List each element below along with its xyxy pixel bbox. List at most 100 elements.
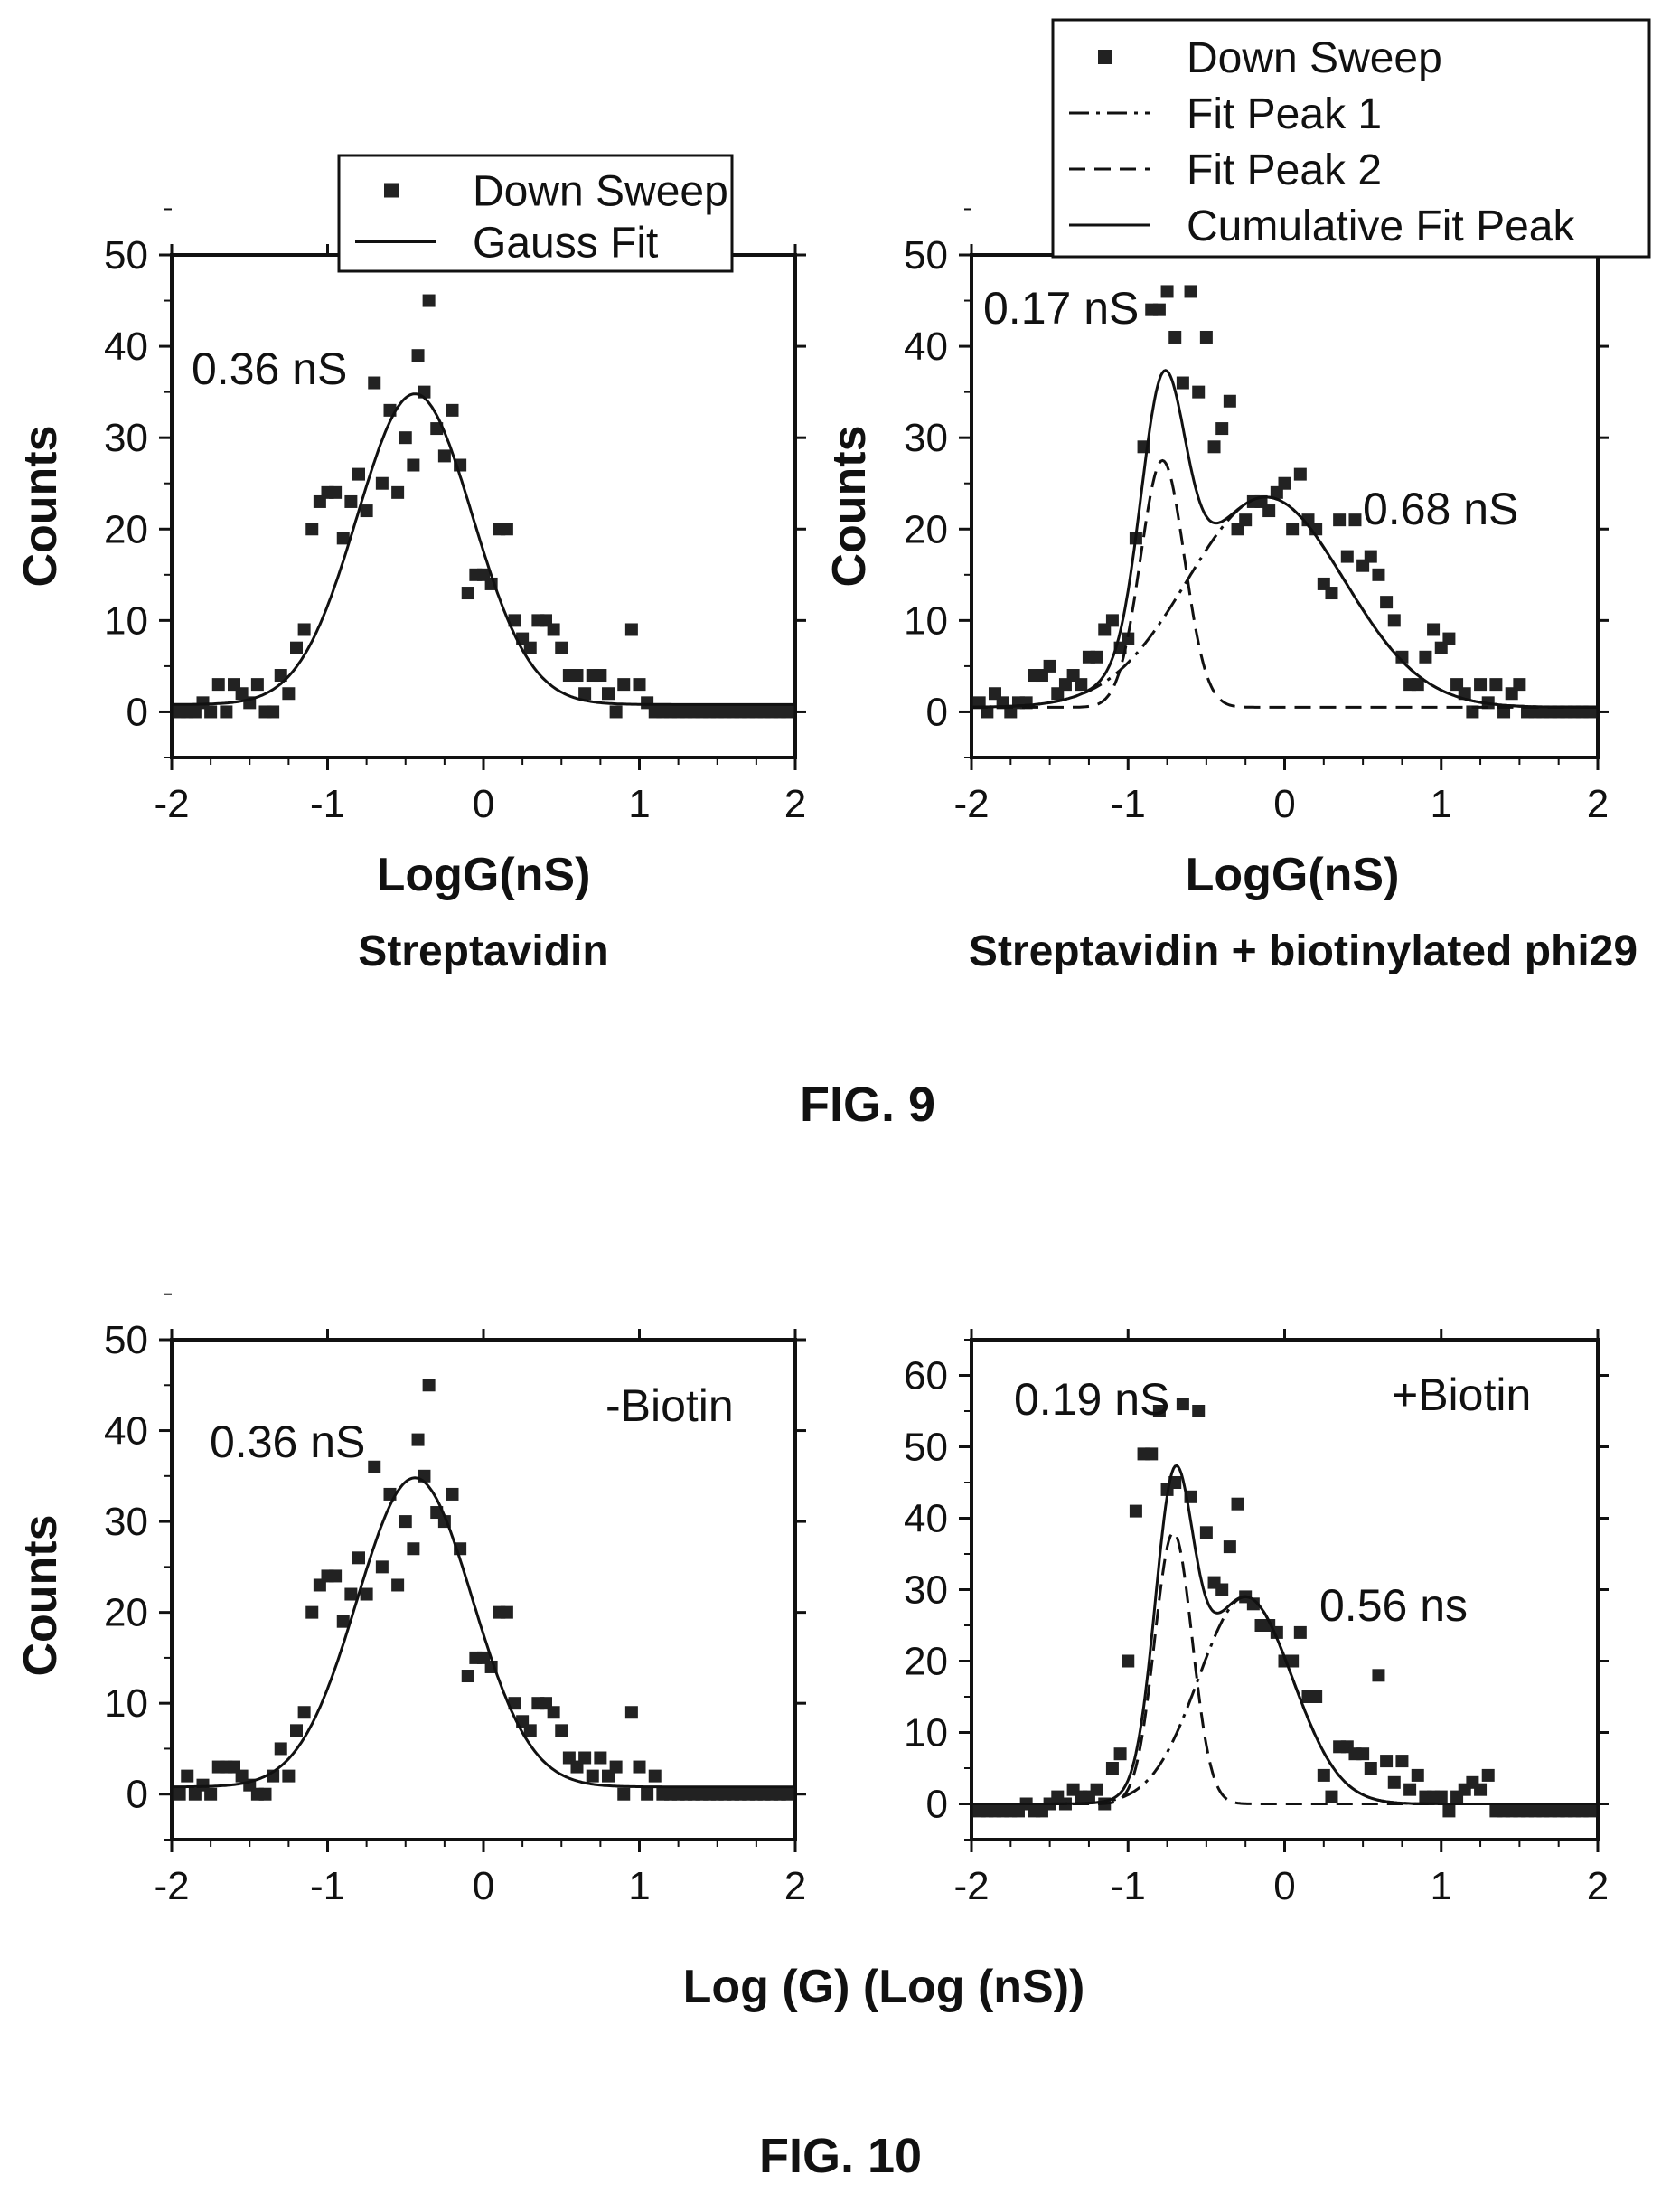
chart-annotation: 0.36 nS — [192, 344, 347, 394]
data-point — [602, 687, 615, 701]
x-axis-label: LogG(nS) — [1186, 849, 1400, 901]
data-point — [407, 458, 420, 472]
series-line-cumulative-fit-peak — [971, 1464, 1598, 1805]
y-axis-label: Counts — [14, 425, 67, 587]
legend-entry: Down Sweep — [1187, 34, 1442, 82]
data-point — [1513, 678, 1526, 692]
data-point — [1497, 705, 1511, 719]
y-tick-label: 30 — [104, 416, 148, 460]
y-tick-label: 20 — [104, 507, 148, 551]
y-tick-label: 20 — [104, 1591, 148, 1635]
y-tick-label: 30 — [904, 416, 948, 460]
data-point — [1583, 705, 1597, 719]
data-point — [437, 449, 451, 463]
series-line-fit-peak-1 — [971, 1595, 1598, 1805]
x-tick-label: 2 — [784, 1864, 806, 1908]
chart-annotation: 0.19 nS — [1014, 1374, 1169, 1425]
y-axis-label: Counts — [823, 425, 876, 587]
data-point — [297, 623, 311, 636]
data-point — [609, 705, 623, 719]
data-point — [336, 1615, 350, 1628]
data-point — [617, 1787, 631, 1801]
data-point — [508, 614, 521, 627]
chart-annotation: 0.56 ns — [1319, 1580, 1468, 1631]
data-point — [1043, 659, 1056, 673]
data-point — [500, 1605, 513, 1619]
series-line-fit-peak-2 — [971, 458, 1598, 709]
data-point — [220, 705, 233, 719]
x-tick-label: -1 — [310, 1864, 345, 1908]
data-point — [1215, 1583, 1229, 1596]
data-point — [290, 1724, 303, 1737]
data-point — [1442, 632, 1456, 645]
y-tick-label: 10 — [104, 1681, 148, 1726]
data-point — [1199, 330, 1213, 344]
data-point — [461, 587, 474, 600]
data-point — [461, 1670, 474, 1683]
series-line-gauss-fit — [172, 1476, 795, 1789]
data-point — [1129, 1504, 1142, 1518]
legend-box — [1051, 18, 1651, 259]
y-tick-label: 20 — [904, 507, 948, 551]
x-tick-label: 0 — [1273, 1864, 1295, 1908]
y-tick-label: 0 — [926, 690, 948, 734]
data-point — [1372, 1669, 1385, 1682]
legend-entry: Fit Peak 2 — [1187, 146, 1382, 194]
data-point — [1387, 614, 1401, 627]
data-point — [547, 1706, 560, 1719]
series-line-fit-peak-2 — [971, 1530, 1598, 1805]
data-point — [594, 669, 607, 683]
x-tick-label: -2 — [953, 782, 989, 826]
figure-9-label: FIG. 9 — [800, 1078, 935, 1132]
data-point — [578, 687, 592, 701]
data-point — [368, 1460, 381, 1473]
data-point — [391, 485, 405, 499]
data-point — [258, 1787, 272, 1801]
series-line-gauss-fit — [172, 392, 795, 706]
data-point — [1152, 1405, 1166, 1417]
chart-annotation: -Biotin — [605, 1380, 734, 1431]
data-point — [1184, 285, 1197, 298]
data-point — [1419, 650, 1432, 664]
y-tick-label: 20 — [904, 1640, 948, 1684]
plot-area — [172, 1379, 795, 1801]
data-point — [1192, 1405, 1206, 1417]
x-tick-label: 1 — [1431, 1864, 1452, 1908]
chart-legend: Down Sweep Fit Peak 1 Fit Peak 2 Cumulative… — [1051, 18, 1651, 259]
data-point — [360, 1587, 373, 1601]
data-point — [555, 641, 568, 654]
x-axis-label: LogG(nS) — [377, 849, 591, 901]
data-point — [633, 678, 646, 692]
data-point — [1356, 1747, 1370, 1761]
chart-annotation: +Biotin — [1392, 1370, 1531, 1420]
data-point — [1168, 330, 1182, 344]
data-point — [1105, 1762, 1119, 1775]
x-tick-label: 0 — [1273, 782, 1295, 826]
data-point — [1372, 568, 1385, 581]
data-point — [1176, 1398, 1189, 1411]
x-tick-label: -2 — [953, 1864, 989, 1908]
data-point — [360, 504, 373, 518]
plot-frame — [170, 253, 797, 759]
data-point — [1380, 1755, 1394, 1768]
data-point — [624, 623, 638, 636]
y-tick-label: 40 — [104, 325, 148, 369]
y-tick-label: 0 — [127, 690, 148, 734]
data-point — [411, 349, 425, 362]
data-point — [1239, 513, 1253, 527]
data-point — [586, 1769, 599, 1783]
data-point — [290, 641, 303, 654]
data-point — [578, 1751, 592, 1765]
y-tick-label: 10 — [904, 598, 948, 643]
data-point — [1105, 614, 1119, 627]
chart-annotation: 0.17 nS — [983, 283, 1139, 334]
data-point — [1489, 678, 1503, 692]
data-point — [344, 494, 358, 508]
x-tick-label: -1 — [1111, 1864, 1146, 1908]
chart-subtitle: Streptavidin — [358, 927, 608, 975]
data-point — [204, 1787, 218, 1801]
data-point — [1168, 1476, 1182, 1489]
